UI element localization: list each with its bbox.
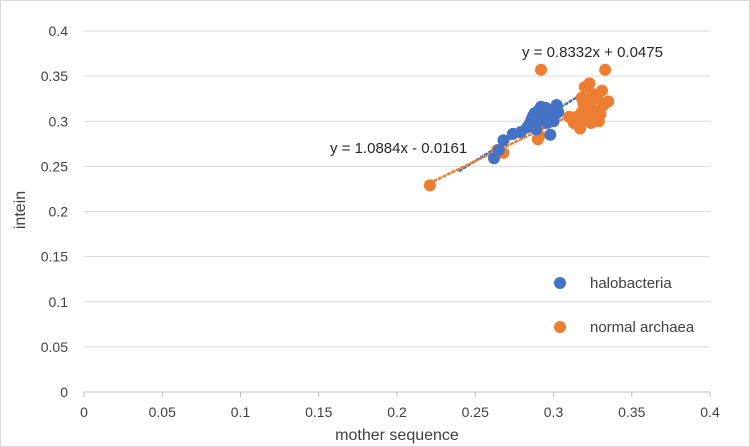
legend-marker	[554, 277, 566, 289]
x-axis-title: mother sequence	[335, 427, 459, 444]
axes: 0 0.05 0.1 0.15 0.2 0.25 0.3 0.35 0.4 0 0.05 0.1 0.1…	[41, 23, 720, 420]
halobacteria-point	[544, 108, 557, 121]
x-tick-label: 0.3	[544, 404, 564, 420]
x-tick-label: 0.35	[618, 404, 645, 420]
halobacteria-point	[525, 115, 538, 128]
y-tick-label: 0.4	[49, 23, 69, 39]
x-tick-label: 0	[80, 404, 88, 420]
normal-archaea-point	[423, 179, 436, 192]
legend-marker	[554, 321, 566, 333]
x-tick-label: 0.25	[462, 404, 489, 420]
x-tick-label: 0.2	[387, 404, 407, 420]
y-tick-label: 0.15	[41, 249, 68, 265]
gridlines	[84, 30, 710, 348]
x-tick-label: 0.1	[231, 404, 251, 420]
y-tick-label: 0.35	[41, 68, 68, 84]
trendline-equation-halobacteria: y = 1.0884x - 0.0161	[330, 140, 467, 157]
normal-archaea-point	[574, 122, 587, 135]
trendline-equations: y = 1.0884x - 0.0161 y = 0.8332x + 0.0475	[330, 44, 663, 157]
legend-label: normal archaea	[590, 319, 695, 336]
normal-archaea-point	[596, 84, 609, 97]
trendline-equation-normal-archaea: y = 0.8332x + 0.0475	[522, 44, 663, 61]
normal-archaea-point	[592, 115, 605, 128]
y-tick-label: 0	[60, 384, 68, 400]
y-tick-label: 0.2	[49, 204, 69, 220]
y-tick-label: 0.05	[41, 339, 68, 355]
normal-archaea-point	[599, 63, 612, 76]
x-tick-label: 0.15	[305, 404, 332, 420]
halobacteria-point	[492, 144, 505, 157]
y-tick-label: 0.1	[49, 294, 69, 310]
normal-archaea-point	[575, 91, 588, 104]
normal-archaea-point	[534, 63, 547, 76]
halobacteria-point	[497, 134, 510, 147]
y-axis-title: intein	[12, 191, 29, 229]
halobacteria-point	[544, 128, 557, 141]
data-points	[423, 63, 615, 192]
legend: halobacteria normal archaea	[554, 275, 695, 336]
y-tick-label: 0.25	[41, 158, 68, 174]
trendline-normal-archaea	[428, 105, 590, 185]
y-tick-label: 0.3	[49, 113, 69, 129]
normal-archaea-point	[583, 77, 596, 90]
legend-label: halobacteria	[590, 275, 672, 292]
normal-archaea-point	[566, 111, 579, 124]
x-tick-label: 0.4	[700, 404, 720, 420]
x-tick-label: 0.05	[149, 404, 176, 420]
halobacteria-point	[534, 111, 547, 124]
normal-archaea-point	[602, 95, 615, 108]
